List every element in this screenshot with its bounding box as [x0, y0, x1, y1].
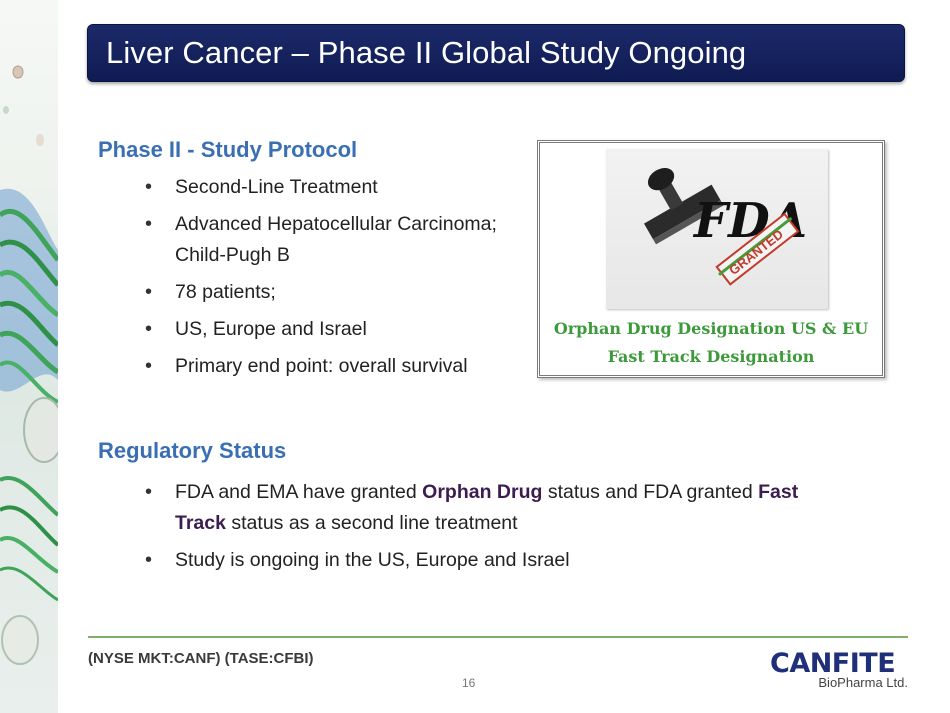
fda-stamp-image: FDA GRANTED: [606, 149, 828, 309]
protocol-heading: Phase II - Study Protocol: [98, 137, 358, 162]
text-segment: status as a second line treatment: [225, 512, 518, 534]
list-item-text: US, Europe and Israel: [175, 318, 367, 340]
list-item: 78 patients;: [145, 277, 497, 308]
list-item: US, Europe and Israel: [145, 314, 497, 345]
fda-designation-box: FDA GRANTED Orphan Drug Designation US &…: [537, 140, 885, 378]
stock-ticker: (NYSE MKT:CANF) (TASE:CFBI): [88, 650, 314, 667]
company-logo: CANFITE BioPharma Ltd.: [770, 648, 910, 690]
fast-track-caption: Fast Track Designation: [607, 347, 815, 366]
title-bar: Liver Cancer – Phase II Global Study Ong…: [87, 24, 905, 82]
list-item-text: Advanced Hepatocellular Carcinoma;: [175, 213, 497, 235]
footer-divider: [88, 636, 908, 638]
logo-subtitle: BioPharma Ltd.: [818, 675, 908, 690]
list-item-text-continued: Child-Pugh B: [175, 244, 290, 266]
page-number: 16: [462, 676, 476, 690]
list-item: Second-Line Treatment: [145, 172, 497, 203]
regulatory-list: FDA and EMA have granted Orphan Drug sta…: [145, 477, 798, 582]
logo-wordmark: CANFITE: [770, 648, 896, 679]
orphan-drug-caption: Orphan Drug Designation US & EU: [553, 319, 869, 338]
list-item: Study is ongoing in the US, Europe and I…: [145, 545, 798, 576]
text-segment: status and FDA granted: [542, 481, 759, 503]
protocol-list: Second-Line Treatment Advanced Hepatocel…: [145, 172, 497, 388]
list-item-text: Primary end point: overall survival: [175, 355, 468, 377]
list-item-text: Study is ongoing in the US, Europe and I…: [175, 549, 570, 571]
track-emphasis: Track: [175, 512, 226, 534]
fast-emphasis: Fast: [758, 481, 799, 503]
list-item-text: Second-Line Treatment: [175, 176, 378, 198]
slide-title: Liver Cancer – Phase II Global Study Ong…: [106, 35, 747, 70]
list-item-text: 78 patients;: [175, 281, 276, 303]
list-item: Advanced Hepatocellular Carcinoma; Child…: [145, 209, 497, 271]
text-segment: FDA and EMA have granted: [175, 481, 423, 503]
list-item: FDA and EMA have granted Orphan Drug sta…: [145, 477, 798, 539]
regulatory-heading: Regulatory Status: [98, 438, 287, 463]
orphan-drug-emphasis: Orphan Drug: [422, 481, 543, 503]
list-item: Primary end point: overall survival: [145, 351, 497, 382]
decorative-molecule-art: [0, 0, 58, 713]
